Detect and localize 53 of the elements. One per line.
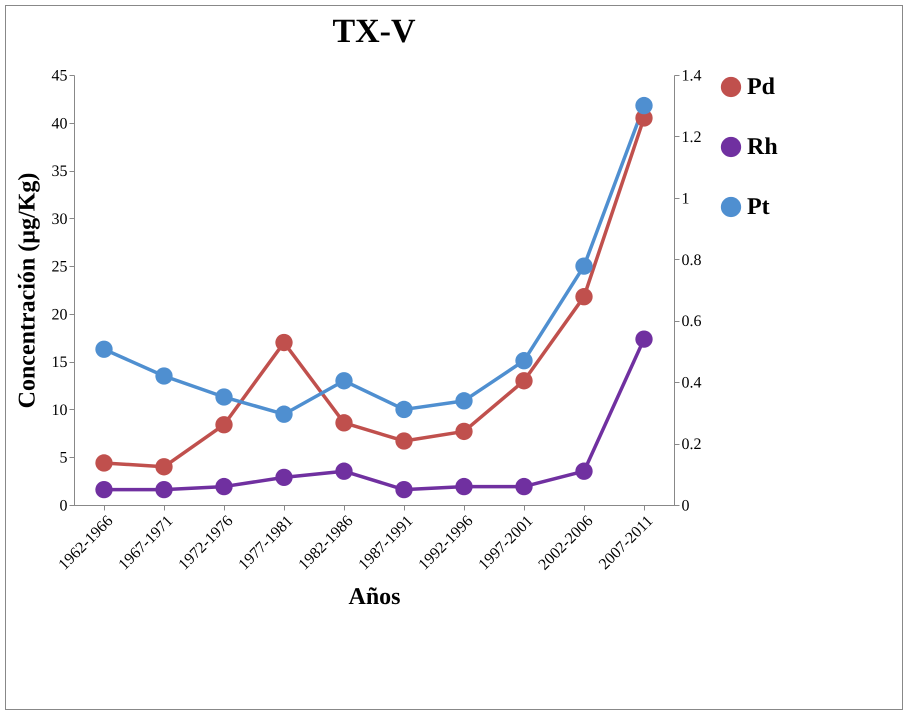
- point: [635, 96, 653, 114]
- point: [515, 478, 533, 496]
- point: [335, 372, 353, 390]
- y2-tick-label: 1.2: [682, 128, 702, 146]
- point: [275, 468, 293, 486]
- point: [155, 458, 173, 476]
- y-tick-label: 0: [60, 498, 68, 514]
- y2-tick-label: 0: [682, 498, 690, 514]
- y2-tick-label: 0.8: [682, 252, 702, 269]
- y2-tick-label: 0.4: [682, 374, 702, 392]
- point: [155, 481, 173, 498]
- y-axis-title: Concentración (µg/Kg): [14, 172, 40, 408]
- point: [275, 334, 293, 352]
- y2-tick-label: 1: [682, 190, 690, 208]
- point: [275, 406, 293, 423]
- legend-label: Rh: [747, 134, 778, 160]
- point: [395, 481, 413, 498]
- point: [335, 414, 353, 432]
- point: [395, 400, 413, 418]
- point: [215, 388, 233, 406]
- y-tick-label: 30: [52, 210, 68, 228]
- x-axis-title: Años: [348, 584, 401, 610]
- point: [575, 462, 593, 480]
- y2-tick-label: 1.4: [682, 68, 702, 84]
- point: [455, 392, 473, 410]
- legend-label: Pd: [747, 74, 776, 100]
- point: [455, 422, 473, 440]
- point: [455, 478, 473, 496]
- point: [635, 330, 653, 348]
- y2-tick-label: 0.2: [682, 436, 702, 454]
- chart-title: TX-V: [332, 13, 416, 50]
- point: [575, 288, 593, 306]
- y-tick-label: 40: [52, 115, 68, 132]
- point: [215, 478, 233, 496]
- point: [335, 462, 353, 480]
- point: [95, 340, 113, 358]
- point: [95, 481, 113, 498]
- y-tick-label: 10: [52, 402, 68, 419]
- point: [515, 352, 533, 370]
- point: [395, 432, 413, 450]
- y2-tick-label: 0.6: [682, 313, 702, 330]
- point: [215, 416, 233, 434]
- point: [155, 367, 173, 385]
- y-tick-label: 5: [60, 450, 68, 467]
- legend-label: Pt: [747, 194, 770, 220]
- point: [95, 454, 113, 472]
- y-tick-label: 20: [52, 306, 68, 324]
- y-tick-label: 25: [52, 258, 68, 276]
- point: [575, 257, 593, 275]
- y-tick-label: 35: [52, 163, 68, 180]
- y-tick-label: 45: [52, 68, 68, 84]
- point: [515, 372, 533, 390]
- y-tick-label: 15: [52, 354, 68, 372]
